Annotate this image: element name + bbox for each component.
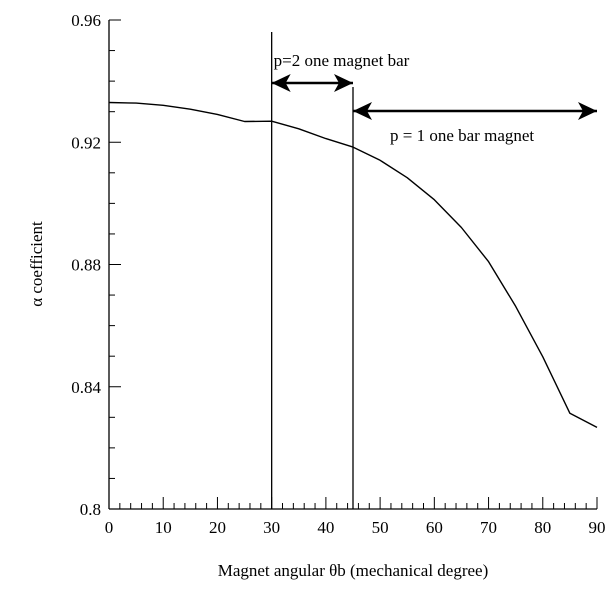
annotation-arrowhead-left [353,102,372,120]
x-tick-label: 30 [263,518,280,537]
y-tick-label: 0.92 [71,133,101,152]
x-tick-label: 70 [480,518,497,537]
x-tick-label: 10 [155,518,172,537]
x-tick-label: 80 [534,518,551,537]
series-line [108,101,598,429]
annotation-label: p = 1 one bar magnet [390,126,534,145]
series-group [108,101,598,429]
annotation-label: p=2 one magnet bar [274,51,410,70]
annotations: p=2 one magnet bar p = 1 one bar magnet [271,51,597,145]
x-tick-labels: 0 10 20 30 40 50 60 70 80 90 [105,518,606,537]
y-tick-label: 0.8 [80,500,101,519]
x-tick-label: 50 [372,518,389,537]
annotation-arrowhead-left [271,74,291,92]
annotation-arrowhead-right [578,102,597,120]
y-tick-label: 0.84 [71,378,101,397]
x-tick-label: 20 [209,518,226,537]
x-tick-label: 90 [589,518,606,537]
y-tick-label: 0.96 [71,11,101,30]
x-tick-label: 60 [426,518,443,537]
y-axis-title: α coefficient [27,221,46,307]
x-axis-title: Magnet angular θb (mechanical degree) [218,561,489,580]
y-ticks [109,19,121,510]
y-tick-label: 0.88 [71,256,101,275]
y-tick-labels: 0.8 0.84 0.88 0.92 0.96 [71,11,101,519]
vertical-markers [271,32,354,509]
annotation-arrowhead-right [334,74,353,92]
x-tick-label: 0 [105,518,114,537]
x-tick-label: 40 [317,518,334,537]
